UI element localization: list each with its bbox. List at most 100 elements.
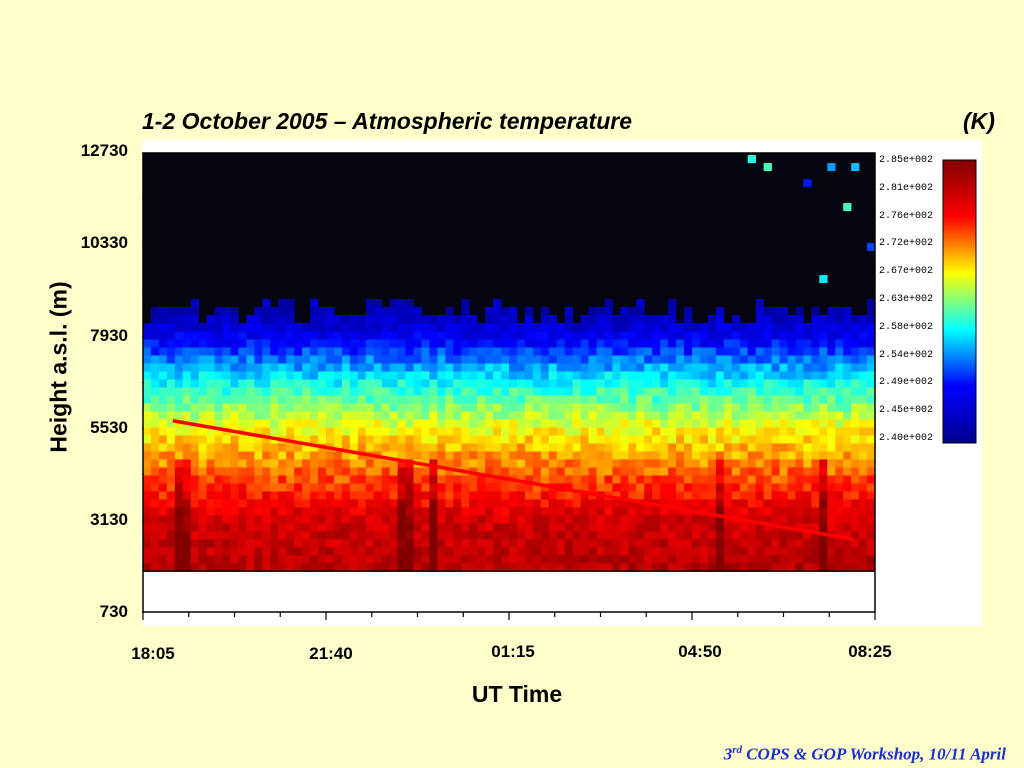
heatmap-cell xyxy=(532,563,542,572)
heatmap-cell xyxy=(222,523,231,532)
heatmap-cell xyxy=(803,323,812,332)
heatmap-cell xyxy=(158,443,168,452)
heatmap-cell xyxy=(222,411,231,420)
heatmap-cell xyxy=(214,555,223,564)
heatmap-cell xyxy=(333,371,343,380)
heatmap-cell xyxy=(190,451,200,460)
heatmap-cell xyxy=(461,387,470,396)
heatmap-cell xyxy=(477,403,486,412)
heatmap-cell xyxy=(787,467,796,476)
heatmap-cell xyxy=(373,299,383,308)
heatmap-cell xyxy=(580,347,589,356)
heatmap-cell xyxy=(859,419,868,428)
heatmap-cell xyxy=(532,411,542,420)
heatmap-cell xyxy=(867,459,876,468)
heatmap-cell xyxy=(692,331,701,340)
heatmap-cell xyxy=(867,323,876,332)
heatmap-cell xyxy=(270,339,279,348)
heatmap-cell xyxy=(572,515,582,524)
heatmap-cell xyxy=(596,523,605,532)
heatmap-cell xyxy=(859,331,868,340)
heatmap-cell xyxy=(381,539,391,548)
heatmap-cell xyxy=(644,491,653,500)
heatmap-cell xyxy=(707,443,717,452)
heatmap-cell xyxy=(349,419,359,428)
heatmap-cell xyxy=(326,531,335,540)
heatmap-cell xyxy=(588,499,597,508)
heatmap-cell xyxy=(278,315,287,324)
heatmap-cell xyxy=(405,419,414,428)
heatmap-cell xyxy=(501,451,510,460)
heatmap-cell xyxy=(461,531,470,540)
heatmap-cell xyxy=(556,371,566,380)
heatmap-cell xyxy=(580,531,589,540)
heatmap-cell xyxy=(166,411,176,420)
heatmap-cell xyxy=(771,419,780,428)
heatmap-cell xyxy=(715,379,725,388)
heatmap-cell xyxy=(413,443,422,452)
heatmap-cell xyxy=(548,315,558,324)
heatmap-cell xyxy=(310,347,319,356)
heatmap-cell xyxy=(421,427,430,436)
heatmap-cell xyxy=(326,499,335,508)
heatmap-cell xyxy=(580,507,589,516)
heatmap-cell xyxy=(596,435,605,444)
heatmap-cell xyxy=(143,515,152,524)
heatmap-cell xyxy=(731,483,741,492)
heatmap-cell xyxy=(373,395,383,404)
heatmap-cell xyxy=(692,411,701,420)
heatmap-cell xyxy=(349,515,359,524)
heatmap-cell xyxy=(684,467,693,476)
heatmap-cell xyxy=(429,403,438,412)
heatmap-cell xyxy=(302,323,311,332)
heatmap-cell xyxy=(827,379,836,388)
heatmap-cell xyxy=(612,371,621,380)
heatmap-cell xyxy=(190,395,200,404)
heatmap-cell xyxy=(230,387,239,396)
y-tick-label: 3130 xyxy=(90,510,128,529)
heatmap-cell xyxy=(699,531,709,540)
heatmap-cell xyxy=(628,355,637,364)
heatmap-cell xyxy=(286,555,295,564)
heatmap-cell xyxy=(341,555,351,564)
heatmap-cell xyxy=(668,299,677,308)
heatmap-cell xyxy=(803,427,812,436)
heatmap-cell xyxy=(397,531,406,540)
heatmap-cell xyxy=(723,411,733,420)
heatmap-cell xyxy=(660,547,669,556)
heatmap-cell xyxy=(612,475,621,484)
heatmap-cell xyxy=(636,459,645,468)
heatmap-cell xyxy=(540,459,550,468)
heatmap-cell xyxy=(795,531,804,540)
heatmap-cell xyxy=(564,467,574,476)
heatmap-cell xyxy=(333,523,343,532)
heatmap-cell xyxy=(588,563,597,572)
heatmap-cell xyxy=(469,499,478,508)
heatmap-cell xyxy=(310,427,319,436)
heatmap-cell xyxy=(429,531,438,540)
heatmap-cell xyxy=(437,451,446,460)
heatmap-cell xyxy=(779,459,788,468)
heatmap-cell xyxy=(660,411,669,420)
heatmap-cell xyxy=(795,491,804,500)
heatmap-cell xyxy=(763,443,772,452)
heatmap-cell xyxy=(405,307,414,316)
heatmap-cell xyxy=(190,347,200,356)
heatmap-cell xyxy=(405,523,414,532)
heatmap-cell xyxy=(365,499,375,508)
heatmap-cell xyxy=(580,355,589,364)
heatmap-cell xyxy=(150,443,160,452)
heatmap-cell xyxy=(819,475,828,484)
heatmap-cell xyxy=(326,371,335,380)
heatmap-cell xyxy=(174,483,184,492)
heatmap-cell xyxy=(143,475,152,484)
heatmap-cell xyxy=(612,323,621,332)
heatmap-cell xyxy=(731,427,741,436)
heatmap-cell xyxy=(333,491,343,500)
heatmap-cell xyxy=(723,475,733,484)
heatmap-cell xyxy=(532,379,542,388)
heatmap-cell xyxy=(381,379,391,388)
heatmap-cell xyxy=(206,387,216,396)
heatmap-cell xyxy=(747,531,757,540)
heatmap-cell xyxy=(373,531,383,540)
